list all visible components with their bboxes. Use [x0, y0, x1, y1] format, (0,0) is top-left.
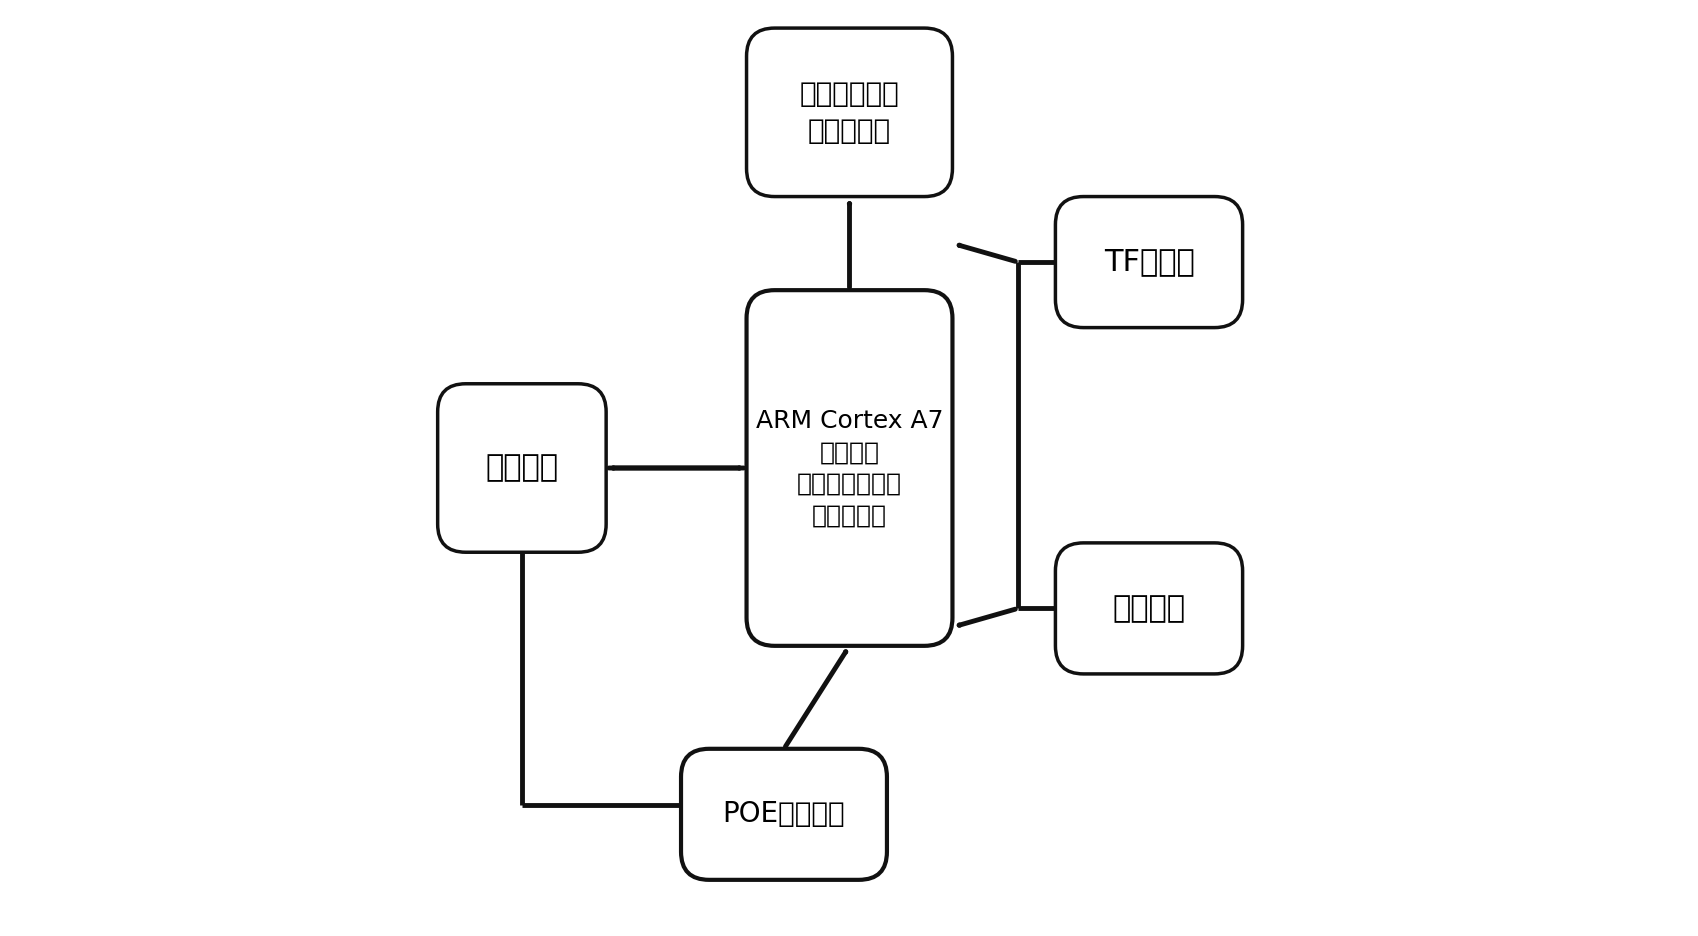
FancyBboxPatch shape: [1054, 543, 1241, 674]
Text: 蓝牙模块: 蓝牙模块: [1112, 594, 1185, 622]
Text: POE供电模块: POE供电模块: [722, 800, 846, 828]
FancyBboxPatch shape: [1054, 197, 1241, 328]
Text: 液晶显示和触
摸控制模块: 液晶显示和触 摸控制模块: [800, 80, 898, 145]
Text: ARM Cortex A7
主控芯片
（含网络和音频
解码模块）: ARM Cortex A7 主控芯片 （含网络和音频 解码模块）: [756, 409, 942, 527]
Text: 网络接口: 网络接口: [486, 454, 559, 482]
FancyBboxPatch shape: [745, 290, 953, 646]
FancyBboxPatch shape: [681, 749, 886, 880]
Text: TF卡模块: TF卡模块: [1104, 248, 1194, 276]
FancyBboxPatch shape: [745, 28, 953, 197]
FancyBboxPatch shape: [438, 384, 606, 552]
